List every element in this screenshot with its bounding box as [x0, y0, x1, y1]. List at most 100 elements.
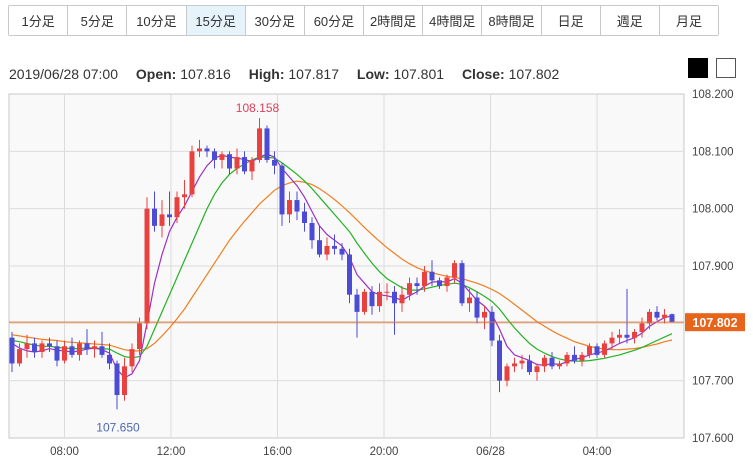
y-tick-label: 107.600 — [692, 433, 734, 445]
candle-body — [429, 271, 435, 281]
candle-body — [414, 283, 420, 287]
candle-body — [174, 197, 180, 218]
candle-body — [257, 128, 262, 160]
ohlc-datetime: 2019/06/28 07:00 — [9, 66, 118, 82]
timeframe-tabs: 1分足 5分足 10分足 15分足 30分足 60分足 2時間足 4時間足 8時間足 日足 週足 月足 — [8, 5, 719, 36]
candle-body — [9, 337, 15, 364]
candle-body — [422, 271, 427, 287]
candle-body — [212, 151, 217, 160]
candle-body — [579, 354, 585, 361]
y-tick-label: 108.100 — [692, 146, 734, 158]
high-label: High: — [248, 66, 285, 82]
x-tick-label: 06/28 — [476, 446, 505, 458]
candle-body — [152, 208, 157, 226]
tab-timeframe[interactable]: 月足 — [659, 6, 719, 35]
low-label: Low: — [356, 66, 390, 82]
candle-body — [287, 200, 292, 215]
x-tick-label: 04:00 — [583, 446, 612, 458]
tab-timeframe[interactable]: 2時間足 — [364, 6, 424, 35]
candle-body — [452, 263, 457, 278]
candle-body — [227, 154, 232, 169]
candle-body — [24, 343, 30, 350]
candle-body — [219, 154, 225, 160]
tab-timeframe[interactable]: 週足 — [600, 6, 660, 35]
candle-body — [159, 214, 165, 226]
candle-body — [474, 297, 480, 318]
candle-body — [279, 165, 285, 215]
candle-body — [144, 208, 150, 324]
candle-body — [482, 311, 487, 318]
x-tick-label: 20:00 — [370, 446, 399, 458]
candle-body — [639, 323, 645, 332]
candle-body — [407, 283, 412, 295]
candle-body — [362, 291, 367, 312]
light-theme-swatch[interactable] — [716, 58, 736, 78]
tab-timeframe[interactable]: 30分足 — [245, 6, 305, 35]
tab-timeframe[interactable]: 15分足 — [186, 6, 246, 35]
candle-body — [572, 354, 577, 361]
close-value: 107.802 — [508, 66, 560, 82]
candle-body — [264, 128, 270, 160]
tab-timeframe[interactable]: 5分足 — [68, 6, 128, 35]
candle-body — [339, 248, 345, 255]
tab-timeframe[interactable]: 日足 — [541, 6, 601, 35]
candle-body — [302, 211, 307, 223]
candle-body — [437, 280, 442, 287]
tab-timeframe[interactable]: 1分足 — [9, 6, 69, 35]
candle-body — [47, 343, 52, 347]
candle-body — [467, 297, 472, 304]
open-label: Open: — [135, 66, 177, 82]
candle-body — [497, 340, 502, 381]
tab-timeframe[interactable]: 8時間足 — [482, 6, 542, 35]
candle-body — [189, 151, 195, 195]
candle-body — [249, 159, 255, 172]
high-marker-label: 108.158 — [236, 101, 280, 115]
candle-body — [609, 337, 615, 344]
candle-body — [662, 314, 667, 318]
candle-body — [542, 357, 547, 367]
candle-body — [354, 294, 360, 312]
candle-body — [294, 200, 300, 212]
ohlc-readout: 2019/06/28 07:00 Open: 107.816 High: 107… — [9, 66, 559, 82]
candle-body — [512, 363, 517, 367]
candle-body — [519, 360, 525, 364]
candle-body — [197, 148, 202, 152]
candle-body — [347, 254, 352, 295]
candle-body — [557, 363, 562, 367]
candle-body — [669, 314, 675, 323]
candlestick-chart: 108.200108.100108.000107.900107.800107.7… — [8, 89, 745, 458]
y-tick-label: 107.900 — [692, 261, 734, 273]
candle-body — [69, 346, 75, 355]
candle-body — [444, 277, 450, 287]
candle-body — [32, 343, 37, 352]
candle-body — [534, 366, 540, 373]
x-tick-label: 16:00 — [263, 446, 292, 458]
candle-body — [527, 360, 532, 373]
tab-timeframe[interactable]: 10分足 — [127, 6, 187, 35]
low-value: 107.801 — [393, 66, 445, 82]
candle-body — [399, 294, 405, 304]
candle-body — [234, 157, 240, 169]
candle-body — [77, 343, 82, 355]
candle-body — [39, 343, 45, 352]
tab-timeframe[interactable]: 4時間足 — [423, 6, 483, 35]
candle-body — [129, 349, 135, 367]
high-value: 107.817 — [288, 66, 339, 82]
candle-body — [377, 291, 382, 307]
candle-body — [272, 159, 277, 166]
y-tick-label: 108.000 — [692, 204, 734, 216]
x-tick-label: 08:00 — [50, 446, 79, 458]
candle-body — [647, 311, 652, 324]
candle-body — [332, 245, 337, 249]
tab-timeframe[interactable]: 60分足 — [304, 6, 365, 35]
candle-body — [84, 343, 90, 350]
candle-body — [624, 334, 630, 338]
low-marker-label: 107.650 — [96, 420, 140, 434]
candle-body — [549, 357, 555, 367]
candle-body — [324, 245, 330, 255]
candle-body — [602, 343, 607, 355]
candle-body — [392, 291, 397, 304]
candle-body — [99, 346, 105, 355]
current-price-tag — [685, 313, 745, 332]
dark-theme-swatch[interactable] — [688, 58, 708, 78]
